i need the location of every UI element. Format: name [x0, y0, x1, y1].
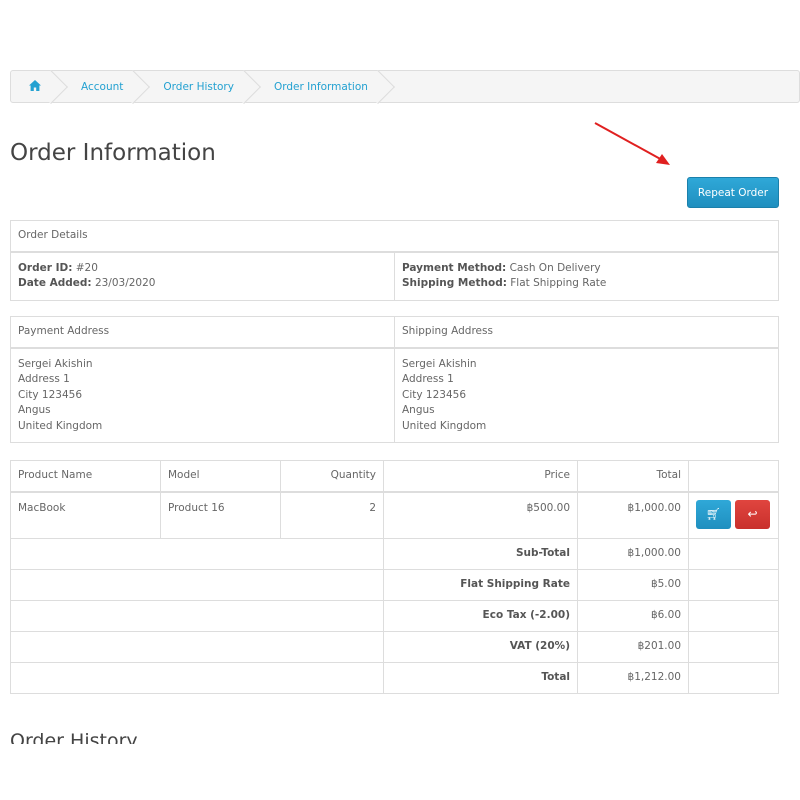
breadcrumb-order-information[interactable]: Order Information — [248, 71, 382, 102]
table-row: MacBook Product 16 2 ฿500.00 ฿1,000.00 🛒… — [10, 491, 779, 539]
product-total: ฿1,000.00 — [577, 491, 689, 539]
label: Payment Method: — [402, 261, 507, 274]
products-table: Product Name Model Quantity Price Total … — [10, 460, 779, 694]
column-header: Product Name — [10, 460, 161, 493]
column-header: Model — [160, 460, 281, 493]
reorder-button[interactable]: 🛒︎ — [696, 499, 731, 529]
product-name: MacBook — [10, 491, 161, 539]
label: Date Added: — [18, 277, 92, 289]
order-history-heading: Order History — [10, 730, 138, 744]
shipping-method: Flat Shipping Rate — [510, 277, 607, 289]
label: Order ID: — [18, 261, 73, 274]
shipping-address-header: Shipping Address — [394, 316, 779, 349]
product-model: Product 16 — [160, 491, 281, 539]
label: Shipping Method: — [402, 277, 507, 289]
payment-address-header: Payment Address — [10, 316, 395, 349]
breadcrumb-account[interactable]: Account — [55, 71, 137, 102]
breadcrumb-label: Account — [81, 80, 124, 93]
order-details-table: Order Details Order ID: #20 Date Added: 2… — [10, 220, 779, 301]
home-icon — [29, 79, 41, 94]
breadcrumb-home[interactable] — [11, 71, 55, 102]
annotation-arrow-icon — [594, 122, 670, 165]
return-button[interactable]: ↩ — [735, 499, 770, 529]
breadcrumb: Account Order History Order Information — [10, 70, 800, 103]
total-row: VAT (20%) ฿201.00 — [10, 631, 779, 663]
reply-icon: ↩ — [747, 506, 758, 521]
order-details-header: Order Details — [10, 220, 779, 253]
breadcrumb-label: Order Information — [273, 80, 368, 93]
column-header: Total — [577, 460, 689, 493]
breadcrumb-label: Order History — [163, 80, 234, 93]
page-title: Order Information — [10, 140, 216, 166]
total-row: Eco Tax (-2.00) ฿6.00 — [10, 600, 779, 632]
product-quantity: 2 — [280, 491, 384, 539]
cart-icon: 🛒︎ — [705, 506, 722, 521]
product-price: ฿500.00 — [383, 491, 578, 539]
breadcrumb-order-history[interactable]: Order History — [137, 71, 248, 102]
total-row: Total ฿1,212.00 — [10, 662, 779, 694]
total-row: Flat Shipping Rate ฿5.00 — [10, 569, 779, 601]
repeat-order-button[interactable]: Repeat Order — [687, 177, 779, 208]
column-header: Price — [383, 460, 578, 493]
total-row: Sub-Total ฿1,000.00 — [10, 538, 779, 570]
column-header: Quantity — [280, 460, 384, 493]
order-id: #20 — [75, 261, 98, 274]
shipping-address: Sergei Akishin Address 1 City 123456 Angus U… — [394, 347, 779, 443]
address-table: Payment Address Shipping Address Sergei A… — [10, 316, 779, 443]
payment-address: Sergei Akishin Address 1 City 123456 Angus U… — [10, 347, 395, 443]
payment-method: Cash On Delivery — [509, 261, 601, 274]
date-added: 23/03/2020 — [94, 277, 156, 289]
